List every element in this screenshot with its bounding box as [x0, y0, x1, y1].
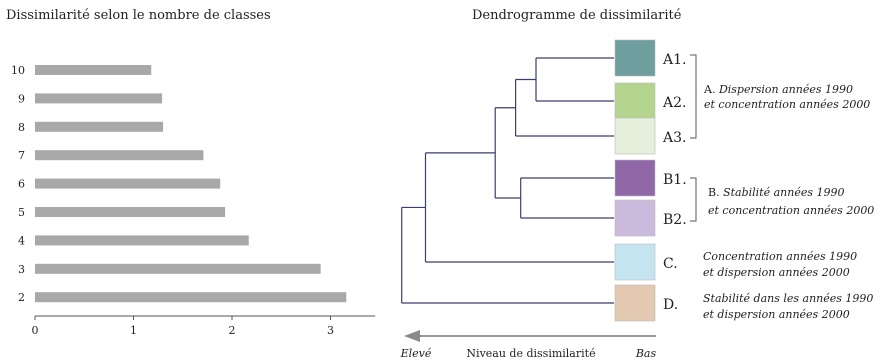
leaf-square-C: [614, 243, 656, 281]
group-desc-1-line1: B. Stabilité années 1990: [708, 186, 845, 199]
leaf-square-B2: [614, 199, 656, 237]
group-desc-2-text1: Concentration années 1990: [703, 250, 857, 263]
y-tick-label-10: 10: [11, 64, 25, 77]
dendrogram-title: Dendrogramme de dissimilarité: [472, 8, 682, 23]
leaf-square-A2: [614, 82, 656, 120]
bar-chart-title: Dissimilarité selon le nombre de classes: [6, 8, 271, 23]
bar-3: [35, 263, 321, 274]
y-tick-label-8: 8: [18, 121, 25, 134]
leaf-label-C: C.: [663, 256, 678, 272]
leaf-square-A1: [614, 39, 656, 77]
bar-7: [35, 150, 204, 161]
group-desc-0-line1: A. Dispersion années 1990: [703, 83, 853, 96]
bar-9: [35, 93, 163, 104]
leaf-label-A1: A1.: [662, 52, 686, 68]
bar-chart: 10 9 8 7 6 5 4 3 2 0 1 2 3: [11, 64, 376, 337]
axis-label-high: Elevé: [400, 347, 432, 360]
x-tick-label-1: 1: [130, 324, 137, 337]
bar-4: [35, 235, 249, 246]
bar-2: [35, 292, 347, 303]
dissimilarity-axis-arrowhead: [404, 330, 420, 342]
group-desc-3-line2: et dispersion années 2000: [703, 308, 850, 321]
group-desc-2-line2: et dispersion années 2000: [703, 266, 850, 279]
group-desc-0-text1: Dispersion années 1990: [718, 83, 853, 96]
group-desc-2-line1: Concentration années 1990: [703, 250, 857, 263]
y-tick-label-5: 5: [18, 206, 25, 219]
leaf-label-A2: A2.: [662, 95, 686, 111]
x-tick-label-3: 3: [327, 324, 334, 337]
group-letter-0: A.: [703, 83, 719, 96]
y-tick-label-4: 4: [18, 234, 25, 247]
group-desc-1-line2: et concentration années 2000: [708, 204, 874, 217]
y-tick-label-2: 2: [18, 291, 25, 304]
axis-label-low: Bas: [635, 347, 657, 360]
bar-10: [35, 65, 152, 75]
group-bracket-A: [690, 54, 697, 139]
bar-6: [35, 178, 221, 189]
bar-8: [35, 121, 164, 132]
dendrogram: A1. A2. A3. B1. B2. C. D. A. Dispersion années …: [400, 39, 874, 360]
group-desc-3-line1: Stabilité dans les années 1990: [703, 292, 873, 305]
leaf-label-A3: A3.: [662, 130, 686, 146]
leaf-square-A3: [614, 117, 656, 155]
y-tick-label-9: 9: [18, 92, 25, 105]
group-bracket-B: [690, 177, 697, 222]
leaf-label-B1: B1.: [663, 172, 687, 188]
group-desc-1-text1: Stabilité années 1990: [723, 186, 844, 199]
axis-label-center: Niveau de dissimilarité: [466, 347, 595, 360]
leaf-square-D: [614, 284, 656, 322]
y-tick-label-7: 7: [18, 149, 25, 162]
group-letter-1: B.: [708, 186, 723, 199]
leaf-label-D: D.: [663, 297, 678, 313]
leaf-label-B2: B2.: [663, 212, 687, 228]
leaf-square-B1: [614, 159, 656, 197]
y-tick-label-3: 3: [18, 263, 25, 276]
group-desc-3-text1: Stabilité dans les années 1990: [703, 292, 873, 305]
y-tick-label-6: 6: [18, 178, 25, 191]
x-tick-label-2: 2: [229, 324, 236, 337]
bar-5: [35, 207, 226, 217]
group-desc-0-line2: et concentration années 2000: [704, 98, 870, 111]
x-tick-label-0: 0: [32, 324, 39, 337]
